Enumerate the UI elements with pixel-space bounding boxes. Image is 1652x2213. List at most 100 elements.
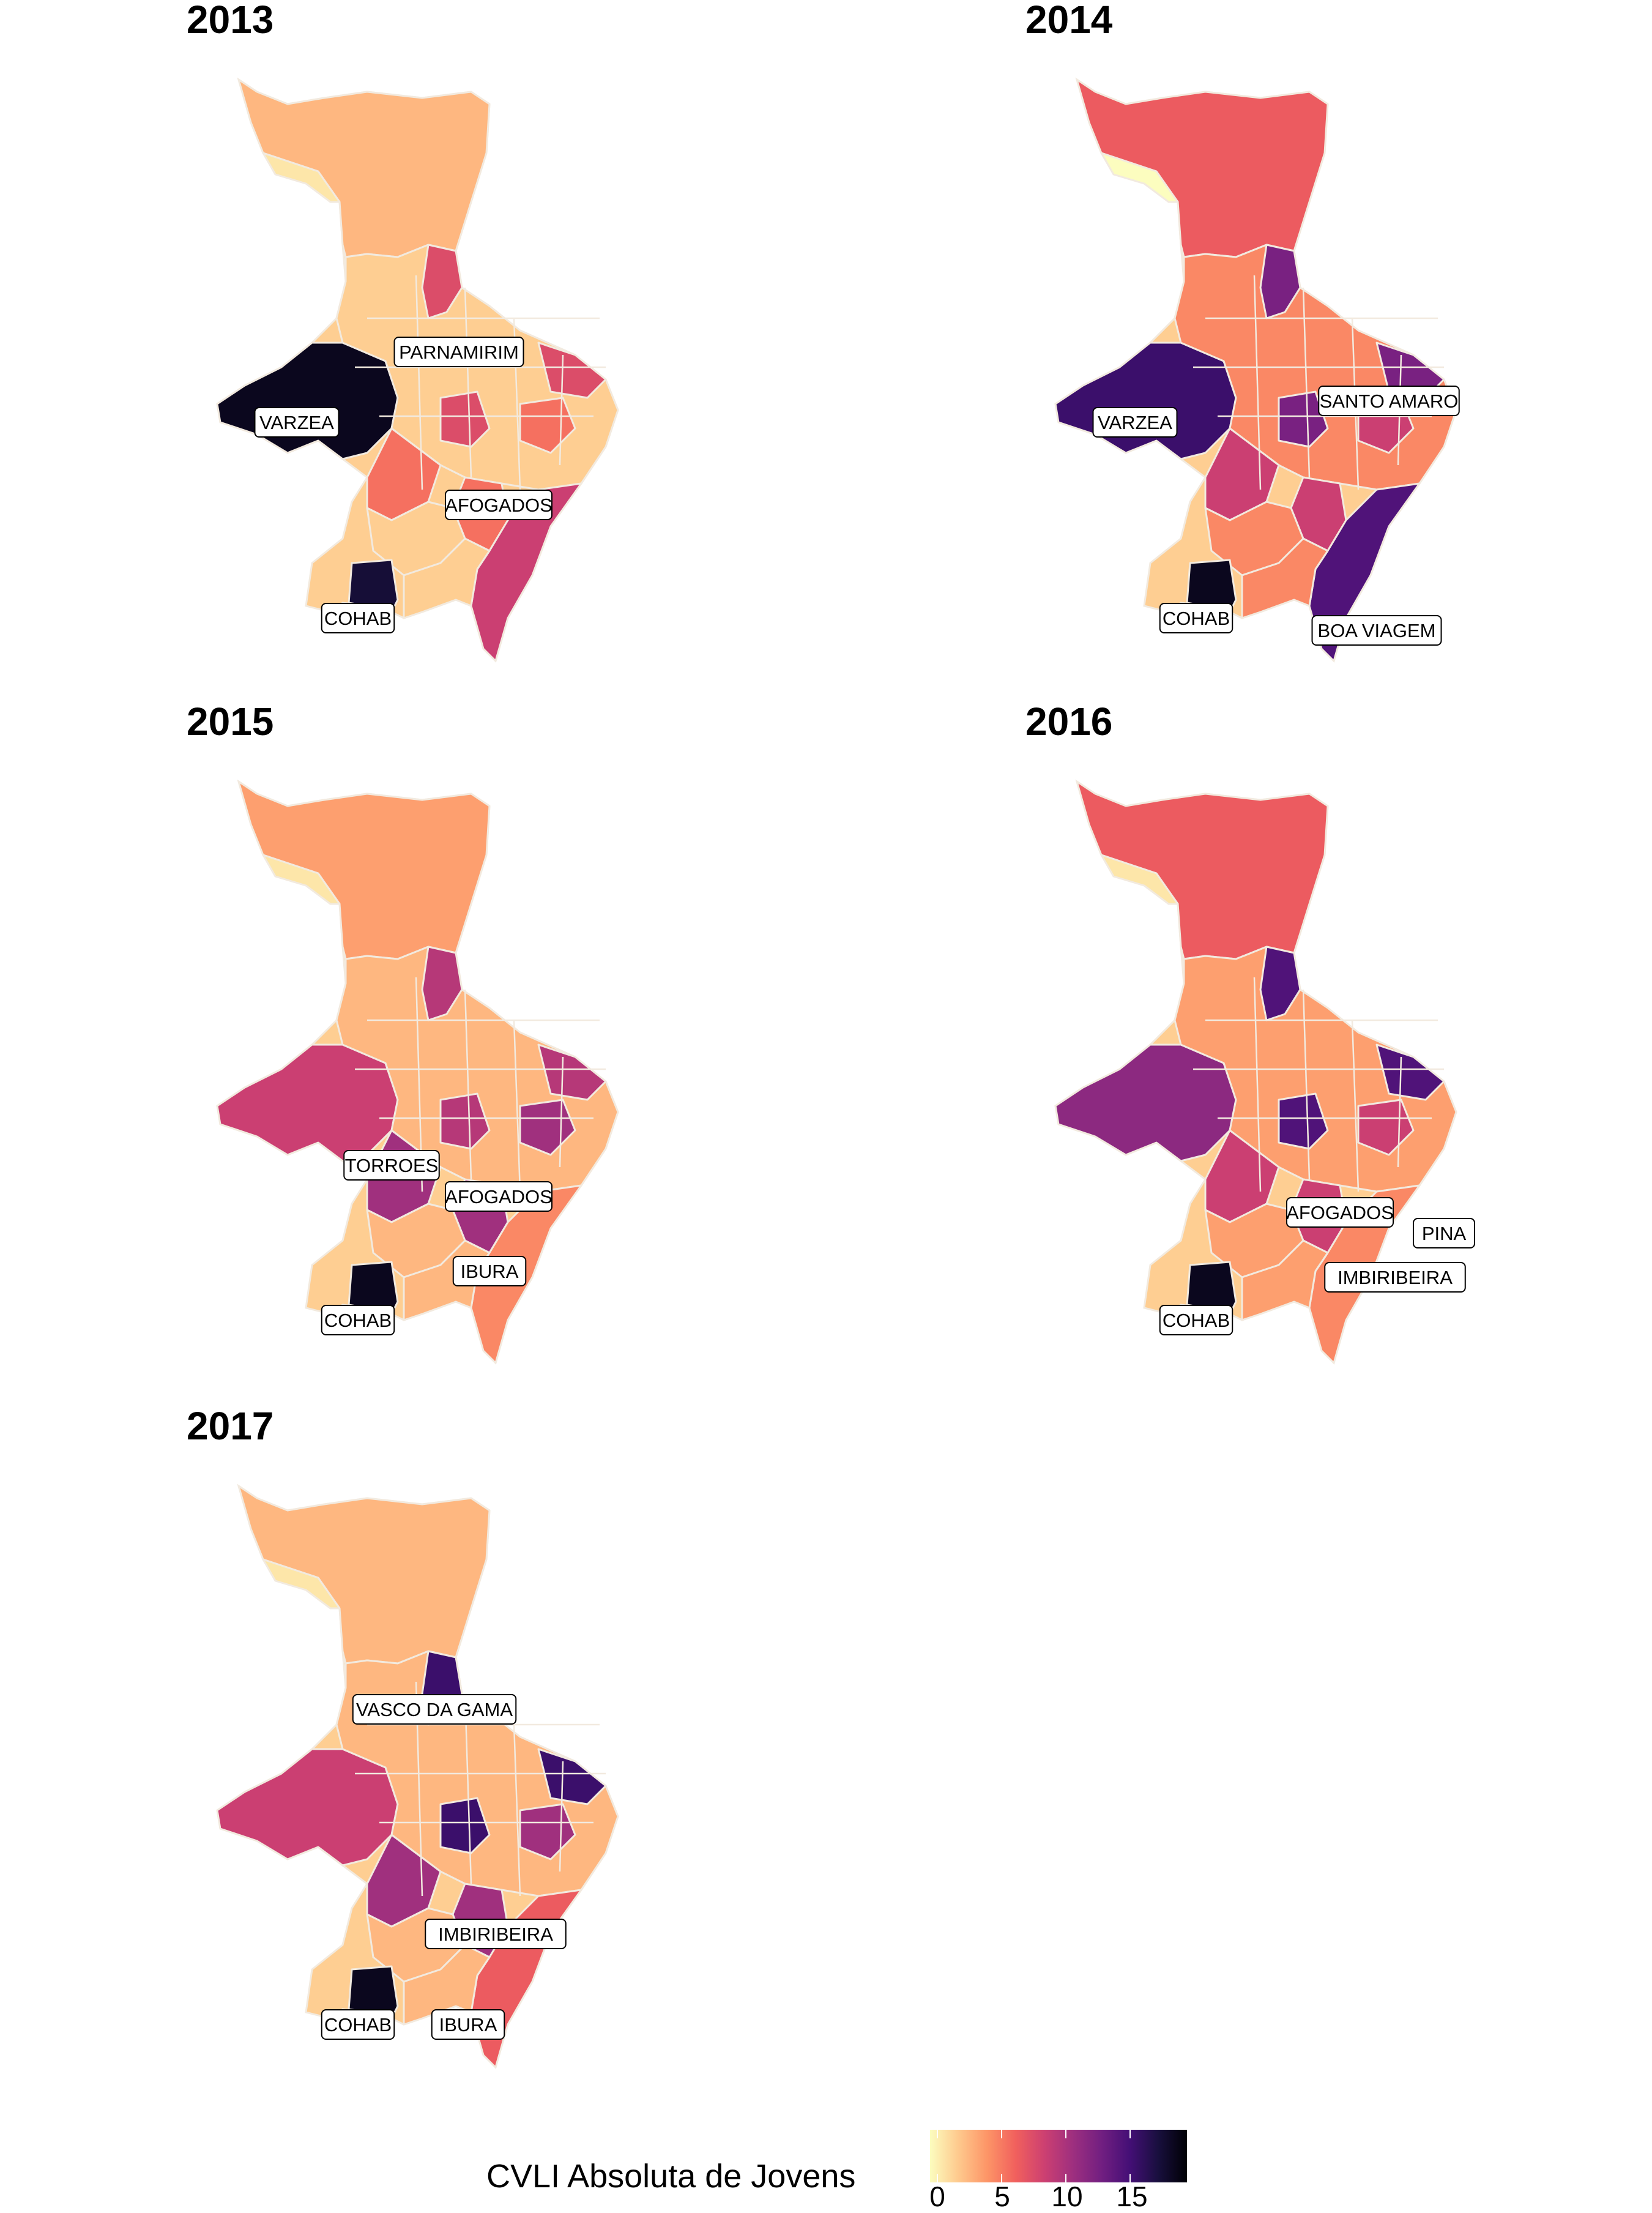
district-label-box xyxy=(425,1919,567,1949)
district-central-a xyxy=(1259,244,1301,319)
district-central-a xyxy=(439,1797,491,1854)
district-west xyxy=(1054,1043,1237,1162)
district-border xyxy=(559,1056,564,1168)
district-label-text: COHAB xyxy=(324,1310,392,1331)
district-label-box xyxy=(1324,1262,1466,1293)
district-label-text: AFOGADOS xyxy=(1286,1202,1394,1223)
panel-title-2013: 2013 xyxy=(187,0,274,42)
district-central-a xyxy=(439,1092,491,1150)
district-label-box xyxy=(431,2009,505,2040)
legend-title: CVLI Absoluta de Jovens xyxy=(486,2158,856,2195)
district-label: PARNAMIRIM xyxy=(393,337,524,367)
district-border xyxy=(464,287,472,478)
district-label: COHAB xyxy=(1159,603,1233,633)
district-west xyxy=(216,341,399,460)
panel-title-2017: 2017 xyxy=(187,1404,274,1448)
district-border xyxy=(1253,275,1262,490)
district-label-text: PARNAMIRIM xyxy=(399,341,519,363)
district-label: SANTO AMARO xyxy=(1318,386,1460,416)
district-label-text: IMBIRIBEIRA xyxy=(438,1924,553,1945)
district-mid xyxy=(1241,537,1329,619)
district-label-text: VARZEA xyxy=(1098,412,1172,433)
district-label-text: COHAB xyxy=(1163,1310,1230,1331)
district-label: IMBIRIBEIRA xyxy=(1324,1262,1466,1293)
district-border xyxy=(415,275,423,490)
district-label: IMBIRIBEIRA xyxy=(425,1919,567,1949)
district-nw-strip xyxy=(1100,152,1179,203)
district-mid xyxy=(403,537,491,619)
district-border xyxy=(513,1020,521,1192)
district-west xyxy=(216,1043,399,1162)
district-label-box xyxy=(445,1181,553,1212)
district-central-a xyxy=(439,390,491,448)
district-label: VASCO DA GAMA xyxy=(352,1694,517,1725)
legend-colorbar xyxy=(930,2130,1187,2182)
colorbar-gradient xyxy=(930,2130,1187,2182)
map-2015: TORROES AFOGADOS IBURA COHAB xyxy=(216,779,619,1365)
district-label-text: PINA xyxy=(1422,1223,1467,1244)
district-label-box xyxy=(254,407,340,438)
district-label-text: TORROES xyxy=(345,1155,439,1176)
district-central-a xyxy=(421,244,463,319)
district-label-box xyxy=(321,603,395,633)
district-label: PINA xyxy=(1413,1218,1475,1248)
district-label: COHAB xyxy=(321,2009,395,2040)
district-label-box xyxy=(321,1305,395,1335)
district-mid xyxy=(1241,1239,1329,1321)
district-label: TORROES xyxy=(343,1150,440,1181)
district-label-box xyxy=(445,490,553,520)
district-label-box xyxy=(1311,615,1442,646)
district-label: VARZEA xyxy=(1092,407,1178,438)
legend-tick-5: 5 xyxy=(994,2181,1010,2212)
district-label-text: BOA VIAGEM xyxy=(1318,620,1436,641)
district-border xyxy=(1397,1056,1402,1168)
district-label: IBURA xyxy=(452,1256,527,1286)
district-nw-strip xyxy=(1100,854,1179,905)
district-label: AFOGADOS xyxy=(1286,1197,1394,1228)
legend-tick-10: 10 xyxy=(1051,2181,1083,2212)
map-2016: AFOGADOS PINA IMBIRIBEIRA COHAB xyxy=(1054,779,1475,1365)
district-label-text: IMBIRIBEIRA xyxy=(1338,1267,1453,1288)
legend-tick-0: 0 xyxy=(929,2181,945,2212)
district-label-text: AFOGADOS xyxy=(445,494,553,516)
district-border xyxy=(559,1761,564,1872)
district-label-box xyxy=(452,1256,527,1286)
panel-title-2014: 2014 xyxy=(1025,0,1113,42)
district-nw-strip xyxy=(262,1558,341,1610)
district-label: COHAB xyxy=(321,603,395,633)
district-label-box xyxy=(343,1150,440,1181)
district-border xyxy=(464,989,472,1180)
district-mid xyxy=(403,1944,491,2026)
district-nw-strip xyxy=(262,854,341,905)
district-west xyxy=(216,1748,399,1867)
district-central-a xyxy=(1259,946,1301,1021)
district-label-text: COHAB xyxy=(1163,608,1230,629)
district-border xyxy=(1302,287,1311,478)
map-2017: VASCO DA GAMA IMBIRIBEIRA COHAB IBURA xyxy=(216,1483,619,2069)
district-label-box xyxy=(1318,386,1460,416)
district-label-box xyxy=(1159,603,1233,633)
district-label-text: IBURA xyxy=(439,2014,497,2036)
district-label: COHAB xyxy=(1159,1305,1233,1335)
district-central-a xyxy=(537,1748,607,1805)
legend-tick-15: 15 xyxy=(1116,2181,1148,2212)
district-label: BOA VIAGEM xyxy=(1311,615,1442,646)
district-border xyxy=(1351,1020,1360,1192)
district-central-a xyxy=(421,946,463,1021)
district-label-text: VARZEA xyxy=(259,412,334,433)
district-label-box xyxy=(352,1694,517,1725)
district-central-a xyxy=(1278,390,1329,448)
district-border xyxy=(464,1693,472,1884)
district-border xyxy=(513,1724,521,1897)
district-label: COHAB xyxy=(321,1305,395,1335)
panel-title-2015: 2015 xyxy=(187,700,274,744)
district-nw-strip xyxy=(262,152,341,203)
district-central-a xyxy=(1278,1092,1329,1150)
district-label: AFOGADOS xyxy=(445,1181,553,1212)
map-2014: SANTO AMARO VARZEA COHAB BOA VIAGEM xyxy=(1054,77,1460,663)
district-central-a xyxy=(1375,1043,1445,1101)
district-label: AFOGADOS xyxy=(445,490,553,520)
district-west xyxy=(1054,341,1237,460)
district-central-a xyxy=(537,1043,607,1101)
district-border xyxy=(1302,989,1311,1180)
